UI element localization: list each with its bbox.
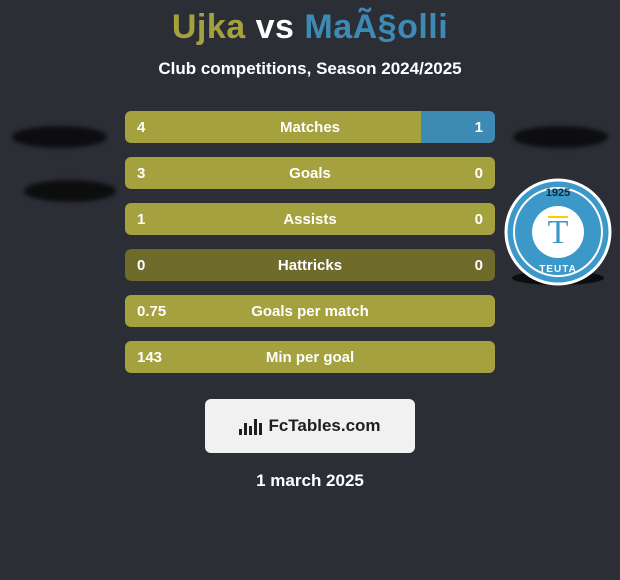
stat-row: Min per goal143 [125,341,495,373]
fctables-text: FcTables.com [268,416,380,436]
stat-row: Matches4 1 [125,111,495,143]
stat-value-right: 1 [475,111,483,143]
club-badge-right: 1925 T TEUTA [504,178,612,286]
stat-row: Goals3 0 [125,157,495,189]
stat-value-left: 0 [137,249,145,281]
stat-label: Goals per match [125,295,495,327]
bar-chart-icon [239,417,262,435]
stat-label: Min per goal [125,341,495,373]
stat-value-right: 0 [475,157,483,189]
badge-year: 1925 [546,187,570,199]
stat-row: Goals per match0.75 [125,295,495,327]
stat-value-right: 0 [475,203,483,235]
stat-label: Assists [125,203,495,235]
stat-value-left: 4 [137,111,145,143]
stat-row: Assists1 0 [125,203,495,235]
stats-bars: Matches41Goals30Assists10Hattricks00Goal… [125,111,495,373]
player-left-shadow [12,126,107,148]
stat-label: Hattricks [125,249,495,281]
title-vs: vs [256,8,295,46]
title-left: Ujka [172,8,246,46]
badge-letter: T [548,214,569,251]
date-label: 1 march 2025 [0,471,620,491]
title-right: MaÃ§olli [304,8,448,46]
stat-row: Hattricks0 0 [125,249,495,281]
stat-value-left: 3 [137,157,145,189]
fctables-watermark: FcTables.com [205,399,415,453]
badge-name: TEUTA [539,264,577,275]
player-right-shadow [513,126,608,148]
club-left-shadow [24,180,116,202]
stat-value-left: 143 [137,341,162,373]
stat-value-left: 1 [137,203,145,235]
comparison-title: Ujka vs MaÃ§olli [0,0,620,47]
stat-value-right: 0 [475,249,483,281]
subtitle: Club competitions, Season 2024/2025 [0,59,620,79]
stat-label: Matches [125,111,495,143]
stat-label: Goals [125,157,495,189]
stat-value-left: 0.75 [137,295,166,327]
